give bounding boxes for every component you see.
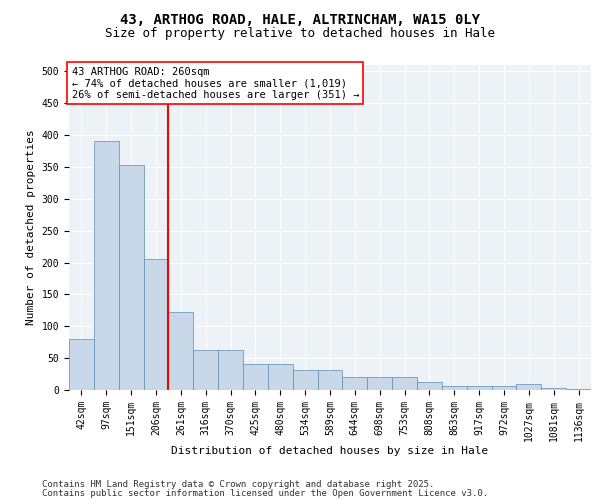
- Text: Size of property relative to detached houses in Hale: Size of property relative to detached ho…: [105, 28, 495, 40]
- Bar: [541, 388, 566, 390]
- Bar: [143, 260, 169, 390]
- Text: Contains public sector information licensed under the Open Government Licence v3: Contains public sector information licen…: [42, 488, 488, 498]
- Bar: [392, 376, 417, 390]
- Bar: [442, 386, 467, 390]
- Text: Contains HM Land Registry data © Crown copyright and database right 2025.: Contains HM Land Registry data © Crown c…: [42, 480, 434, 489]
- Y-axis label: Number of detached properties: Number of detached properties: [26, 130, 36, 326]
- Bar: [69, 339, 94, 390]
- Bar: [268, 364, 293, 390]
- Bar: [467, 386, 491, 390]
- Bar: [491, 386, 517, 390]
- Bar: [243, 364, 268, 390]
- Text: 43, ARTHOG ROAD, HALE, ALTRINCHAM, WA15 0LY: 43, ARTHOG ROAD, HALE, ALTRINCHAM, WA15 …: [120, 12, 480, 26]
- Bar: [343, 378, 367, 390]
- Bar: [317, 370, 343, 390]
- Bar: [193, 350, 218, 390]
- Bar: [119, 165, 143, 390]
- Bar: [293, 370, 317, 390]
- Bar: [169, 312, 193, 390]
- Text: 43 ARTHOG ROAD: 260sqm
← 74% of detached houses are smaller (1,019)
26% of semi-: 43 ARTHOG ROAD: 260sqm ← 74% of detached…: [71, 66, 359, 100]
- Bar: [417, 382, 442, 390]
- Bar: [367, 376, 392, 390]
- X-axis label: Distribution of detached houses by size in Hale: Distribution of detached houses by size …: [172, 446, 488, 456]
- Bar: [94, 142, 119, 390]
- Bar: [218, 350, 243, 390]
- Bar: [517, 384, 541, 390]
